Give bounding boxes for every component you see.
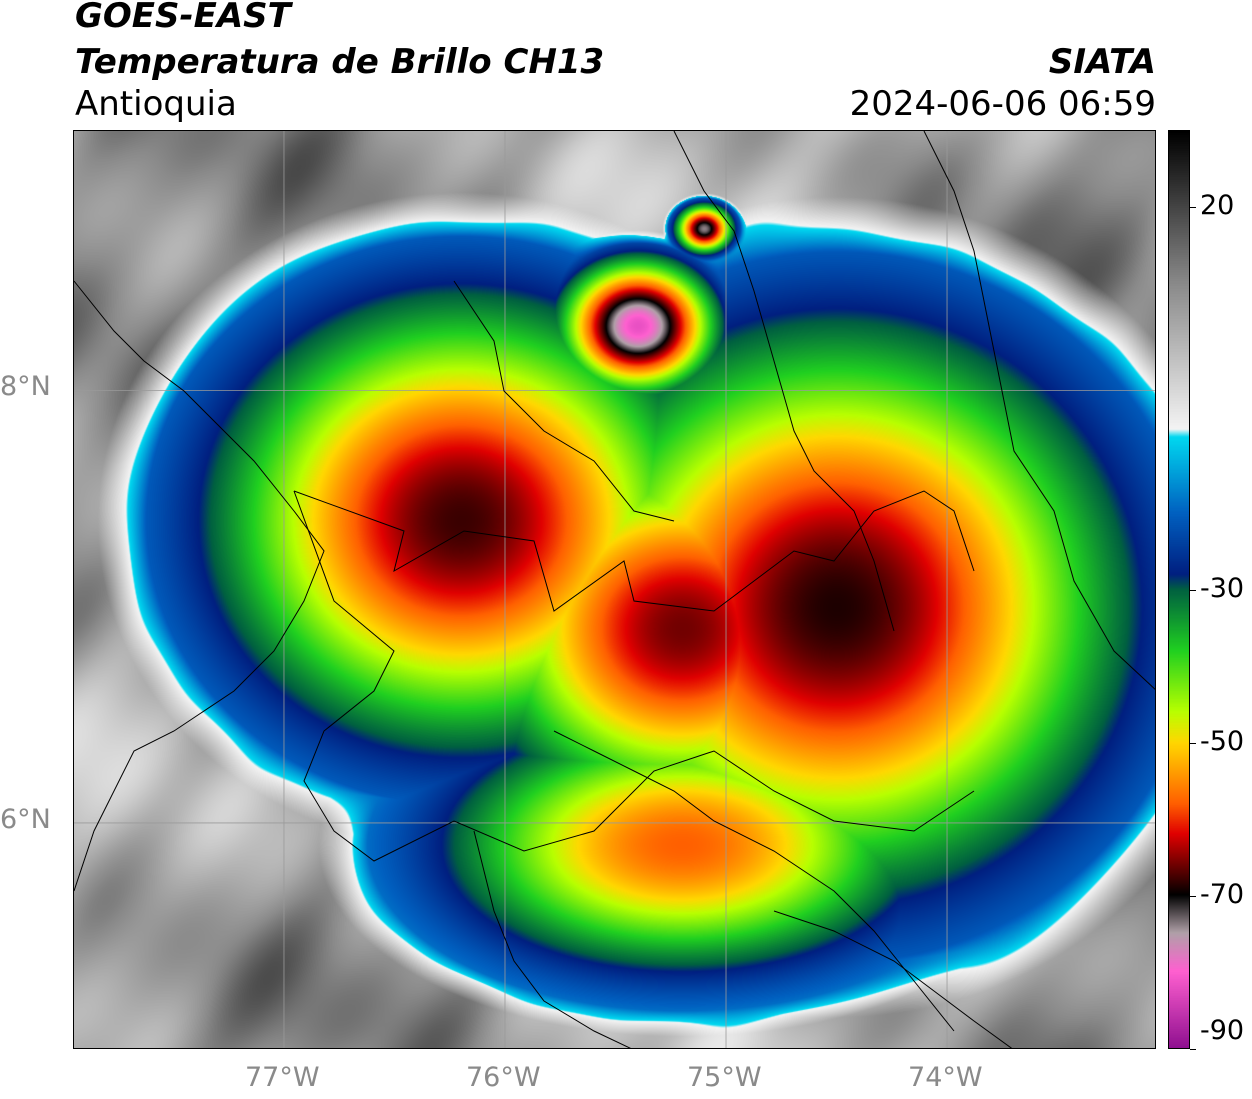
department-border (473, 830, 631, 1048)
colorbar-tick-label: -70 (1200, 878, 1245, 910)
longitude-tick-label: 76°W (465, 1062, 541, 1093)
product-title: Temperatura de Brillo CH13 (75, 42, 605, 82)
colorbar-tick-mark (1190, 1049, 1196, 1050)
department-border (293, 490, 975, 612)
colorbar-tick-label: -30 (1200, 572, 1245, 604)
department-border (553, 730, 955, 1032)
department-border (293, 490, 975, 862)
longitude-tick-label: 77°W (244, 1062, 320, 1093)
colorbar-tick-mark (1190, 207, 1196, 208)
satellite-title: GOES-EAST (75, 0, 291, 36)
gridlines (74, 131, 1155, 1048)
borders (74, 131, 1155, 1048)
timestamp-label: 2024-06-06 06:59 (849, 84, 1156, 124)
brightness-temperature-map[interactable] (73, 130, 1156, 1049)
department-border (923, 131, 1155, 690)
colorbar-tick-mark (1190, 590, 1196, 591)
latitude-tick-label: 8°N (0, 371, 51, 403)
colorbar-tick-mark (1190, 743, 1196, 744)
department-border (673, 131, 895, 632)
coastline (74, 280, 325, 892)
department-border (453, 280, 675, 522)
satellite-image (74, 131, 1155, 1048)
colorbar-tick-label: 20 (1200, 189, 1235, 221)
colorbar-tick-label: -50 (1200, 725, 1245, 757)
latitude-tick-label: 6°N (0, 803, 51, 835)
colorbar-tick-mark (1190, 896, 1196, 897)
organization-label: SIATA (1048, 42, 1156, 82)
department-border (773, 910, 1013, 1048)
colorbar-gradient (1169, 131, 1189, 1048)
map-overlay (74, 131, 1155, 1048)
region-label: Antioquia (75, 84, 237, 124)
longitude-tick-label: 75°W (687, 1062, 762, 1093)
colorbar (1168, 130, 1190, 1049)
longitude-tick-label: 74°W (908, 1062, 983, 1093)
colorbar-tick-label: -90 (1200, 1015, 1245, 1046)
